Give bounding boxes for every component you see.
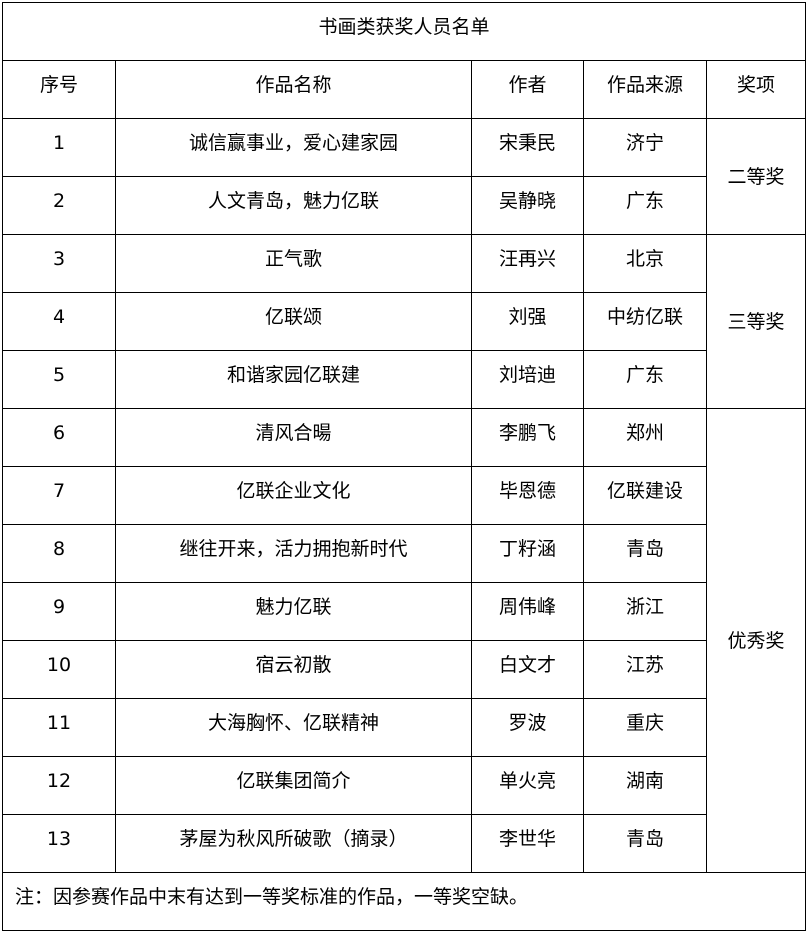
table-title: 书画类获奖人员名单 [1,2,807,61]
cell-source: 亿联建设 [583,466,707,525]
cell-source: 江苏 [583,640,707,699]
cell-award: 二等奖 [705,118,807,235]
cell-author: 宋秉民 [471,118,584,177]
cell-author: 刘强 [471,292,584,351]
cell-source: 青岛 [583,524,707,583]
table-row: 7 亿联企业文化 毕恩德 亿联建设 [2,466,806,525]
cell-source: 青岛 [583,814,707,873]
cell-author: 李鹏飞 [471,408,584,467]
cell-work: 宿云初散 [115,640,472,699]
table-row: 11 大海胸怀、亿联精神 罗波 重庆 [2,698,806,757]
cell-no: 1 [2,118,116,177]
header-row: 序号 作品名称 作者 作品来源 奖项 [2,60,807,119]
cell-no: 13 [2,814,116,873]
cell-author: 汪再兴 [471,234,584,293]
cell-no: 5 [2,350,116,409]
header-no: 序号 [2,60,116,119]
cell-source: 重庆 [583,698,707,757]
cell-author: 周伟峰 [471,582,584,641]
cell-award: 优秀奖 [705,408,807,873]
title-row: 书画类获奖人员名单 [1,2,807,61]
cell-no: 7 [2,466,116,525]
cell-author: 吴静晓 [471,176,584,235]
cell-author: 刘培迪 [471,350,584,409]
cell-author: 罗波 [471,698,584,757]
cell-work: 大海胸怀、亿联精神 [115,698,472,757]
cell-source: 湖南 [583,756,707,815]
cell-no: 9 [2,582,116,641]
cell-no: 6 [2,408,116,467]
cell-work: 诚信赢事业，爱心建家园 [115,118,472,177]
cell-work: 人文青岛，魅力亿联 [115,176,472,235]
cell-source: 广东 [583,350,707,409]
cell-work: 亿联企业文化 [115,466,472,525]
cell-work: 和谐家园亿联建 [115,350,472,409]
note-row: 注：因参赛作品中末有达到一等奖标准的作品，一等奖空缺。 [1,872,807,931]
cell-author: 李世华 [471,814,584,873]
cell-no: 8 [2,524,116,583]
cell-source: 浙江 [583,582,707,641]
cell-source: 广东 [583,176,707,235]
header-work: 作品名称 [115,60,472,119]
header-award: 奖项 [705,60,807,119]
footnote: 注：因参赛作品中末有达到一等奖标准的作品，一等奖空缺。 [1,872,807,931]
table-row: 13 茅屋为秋风所破歌（摘录） 李世华 青岛 [2,814,806,873]
cell-work: 亿联集团简介 [115,756,472,815]
cell-author: 丁籽涵 [471,524,584,583]
cell-work: 亿联颂 [115,292,472,351]
cell-author: 毕恩德 [471,466,584,525]
cell-no: 3 [2,234,116,293]
cell-work: 清风合暘 [115,408,472,467]
cell-no: 10 [2,640,116,699]
cell-award: 三等奖 [705,234,807,409]
header-source: 作品来源 [583,60,707,119]
table-row: 12 亿联集团简介 单火亮 湖南 [2,756,806,815]
cell-source: 中纺亿联 [583,292,707,351]
cell-no: 4 [2,292,116,351]
cell-no: 11 [2,698,116,757]
header-author: 作者 [471,60,584,119]
cell-no: 2 [2,176,116,235]
table-row: 5 和谐家园亿联建 刘培迪 广东 [2,350,806,409]
table-row: 2 人文青岛，魅力亿联 吴静晓 广东 [2,176,806,235]
cell-source: 济宁 [583,118,707,177]
table-row: 3 正气歌 汪再兴 北京 三等奖 [2,234,807,409]
table-row: 6 清风合暘 李鹏飞 郑州 优秀奖 [2,408,807,873]
cell-work: 正气歌 [115,234,472,293]
cell-no: 12 [2,756,116,815]
table-row: 8 继往开来，活力拥抱新时代 丁籽涵 青岛 [2,524,806,583]
table-row: 10 宿云初散 白文才 江苏 [2,640,806,699]
cell-work: 魅力亿联 [115,582,472,641]
table-row: 1 诚信赢事业，爱心建家园 宋秉民 济宁 二等奖 [2,118,807,235]
cell-work: 茅屋为秋风所破歌（摘录） [115,814,472,873]
cell-source: 郑州 [583,408,707,467]
cell-author: 单火亮 [471,756,584,815]
cell-author: 白文才 [471,640,584,699]
cell-source: 北京 [583,234,707,293]
table-row: 9 魅力亿联 周伟峰 浙江 [2,582,806,641]
table-row: 4 亿联颂 刘强 中纺亿联 [2,292,806,351]
cell-work: 继往开来，活力拥抱新时代 [115,524,472,583]
